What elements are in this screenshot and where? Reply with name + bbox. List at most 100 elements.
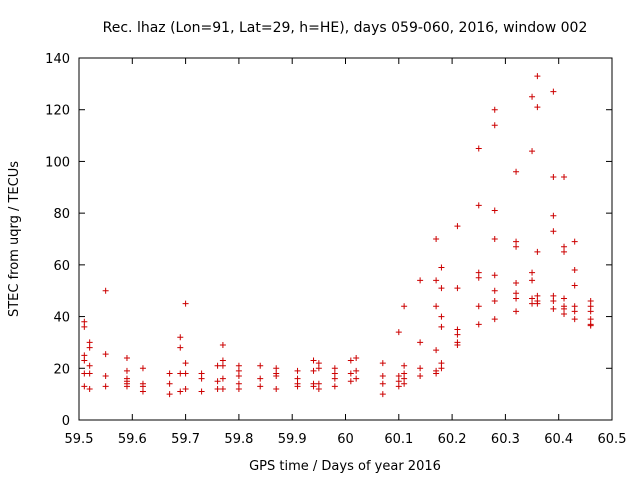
y-tick-label: 20 — [53, 362, 70, 377]
data-point — [454, 326, 461, 333]
data-point — [454, 285, 461, 292]
data-point — [513, 279, 520, 286]
data-point — [417, 373, 424, 380]
data-point — [315, 360, 322, 367]
axis-ticks: 59.5 59.6 59.7 59.8 59.9 60 60.1 60.2 60.3 60.4 60… — [45, 52, 626, 447]
data-point — [102, 373, 109, 380]
data-point — [123, 383, 130, 390]
data-point — [438, 365, 445, 372]
data-point — [315, 380, 322, 387]
data-point — [235, 362, 242, 369]
data-point — [513, 243, 520, 250]
data-point — [475, 202, 482, 209]
data-point — [491, 106, 498, 113]
data-point — [81, 383, 88, 390]
data-point — [454, 342, 461, 349]
data-point — [587, 298, 594, 305]
data-point — [561, 305, 568, 312]
data-point — [571, 267, 578, 274]
data-point — [379, 360, 386, 367]
data-point — [529, 148, 536, 155]
data-point — [438, 323, 445, 330]
data-point — [491, 207, 498, 214]
data-point — [550, 212, 557, 219]
data-point — [310, 367, 317, 374]
data-point — [331, 370, 338, 377]
data-point — [353, 375, 360, 382]
data-point — [454, 331, 461, 338]
chart-title: Rec. lhaz (Lon=91, Lat=29, h=HE), days 0… — [103, 20, 588, 36]
data-point — [587, 303, 594, 310]
data-point — [315, 385, 322, 392]
data-point — [219, 342, 226, 349]
data-point — [571, 303, 578, 310]
data-point — [571, 238, 578, 245]
data-point — [561, 243, 568, 250]
x-tick-label: 59.9 — [278, 432, 307, 447]
data-point — [198, 370, 205, 377]
data-point — [529, 277, 536, 284]
data-point — [81, 357, 88, 364]
data-point — [534, 73, 541, 80]
data-point — [379, 391, 386, 398]
data-point — [475, 303, 482, 310]
data-point — [571, 282, 578, 289]
data-point — [534, 104, 541, 111]
data-point — [139, 383, 146, 390]
data-point — [401, 375, 408, 382]
data-point — [198, 388, 205, 395]
data-point — [294, 367, 301, 374]
data-point — [491, 287, 498, 294]
data-point — [81, 318, 88, 325]
data-point — [513, 290, 520, 297]
data-point — [331, 365, 338, 372]
data-point — [81, 370, 88, 377]
x-tick-label: 60.2 — [438, 432, 467, 447]
data-point — [550, 173, 557, 180]
data-point — [561, 310, 568, 317]
data-point — [475, 145, 482, 152]
data-point — [401, 370, 408, 377]
data-point — [294, 375, 301, 382]
data-point — [513, 168, 520, 175]
x-tick-label: 60.3 — [491, 432, 520, 447]
data-point — [550, 228, 557, 235]
data-point — [353, 354, 360, 361]
y-tick-label: 140 — [45, 52, 70, 67]
data-point — [587, 316, 594, 323]
data-point — [235, 367, 242, 374]
data-point — [475, 269, 482, 276]
data-point — [235, 385, 242, 392]
data-point — [177, 334, 184, 341]
data-point — [214, 385, 221, 392]
data-point — [395, 378, 402, 385]
data-point — [529, 93, 536, 100]
data-point — [347, 378, 354, 385]
data-point — [571, 316, 578, 323]
data-point — [166, 380, 173, 387]
data-point — [561, 173, 568, 180]
data-point — [294, 383, 301, 390]
data-point — [347, 357, 354, 364]
data-point — [102, 383, 109, 390]
data-point — [529, 269, 536, 276]
y-tick-label: 80 — [53, 207, 70, 222]
data-point — [433, 370, 440, 377]
data-point — [513, 295, 520, 302]
data-point — [86, 370, 93, 377]
data-point — [438, 360, 445, 367]
data-point — [273, 365, 280, 372]
y-tick-label: 0 — [62, 414, 70, 429]
data-point — [454, 223, 461, 230]
data-point — [257, 375, 264, 382]
data-point — [102, 287, 109, 294]
data-point — [401, 380, 408, 387]
data-point — [257, 383, 264, 390]
x-tick-label: 59.5 — [65, 432, 94, 447]
data-point — [182, 300, 189, 307]
data-point — [395, 329, 402, 336]
data-point — [561, 248, 568, 255]
data-point — [166, 370, 173, 377]
data-point — [166, 391, 173, 398]
data-point — [310, 383, 317, 390]
